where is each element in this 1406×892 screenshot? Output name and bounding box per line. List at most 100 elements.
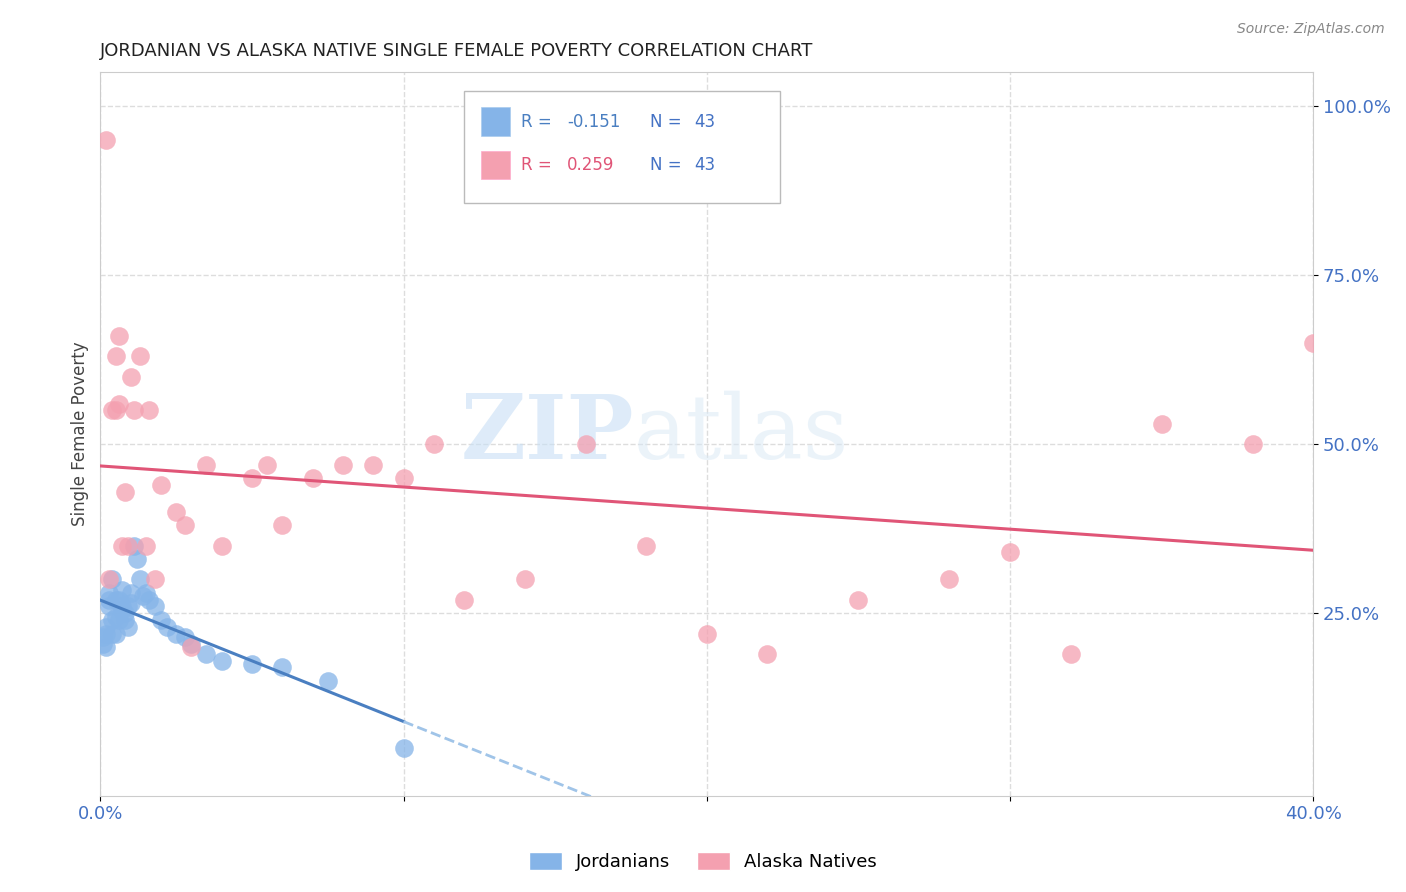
Point bbox=[96, 133, 118, 147]
Point bbox=[138, 403, 160, 417]
Point bbox=[180, 637, 202, 651]
Point bbox=[756, 647, 779, 661]
Point bbox=[117, 539, 139, 553]
Point bbox=[114, 613, 136, 627]
Point bbox=[938, 573, 960, 587]
Point bbox=[423, 437, 446, 451]
Point bbox=[150, 613, 173, 627]
Point bbox=[98, 599, 121, 614]
Point bbox=[107, 613, 129, 627]
Point bbox=[110, 539, 132, 553]
Point bbox=[98, 573, 121, 587]
Point bbox=[135, 539, 157, 553]
Text: N =: N = bbox=[650, 156, 686, 174]
Point bbox=[107, 592, 129, 607]
Point bbox=[110, 603, 132, 617]
Point bbox=[211, 654, 233, 668]
Point bbox=[392, 471, 415, 485]
Point bbox=[104, 592, 127, 607]
Point bbox=[104, 349, 127, 363]
Point bbox=[104, 403, 127, 417]
Point bbox=[96, 620, 118, 634]
Point bbox=[1241, 437, 1264, 451]
Point bbox=[1302, 335, 1324, 350]
Point bbox=[195, 458, 218, 472]
Point bbox=[332, 458, 354, 472]
Point bbox=[122, 539, 145, 553]
Point bbox=[104, 626, 127, 640]
Point bbox=[114, 484, 136, 499]
Point bbox=[316, 673, 339, 688]
Point bbox=[240, 657, 263, 671]
Text: ZIP: ZIP bbox=[461, 391, 634, 477]
Text: atlas: atlas bbox=[634, 391, 849, 478]
Point bbox=[256, 458, 278, 472]
Point bbox=[98, 586, 121, 600]
Point bbox=[101, 626, 124, 640]
Point bbox=[104, 609, 127, 624]
Point bbox=[696, 626, 718, 640]
Point bbox=[107, 329, 129, 343]
Point bbox=[120, 586, 142, 600]
Point bbox=[301, 471, 323, 485]
Point bbox=[211, 539, 233, 553]
Point bbox=[138, 592, 160, 607]
FancyBboxPatch shape bbox=[481, 107, 510, 136]
Point bbox=[98, 592, 121, 607]
Text: 0.259: 0.259 bbox=[568, 156, 614, 174]
Text: Source: ZipAtlas.com: Source: ZipAtlas.com bbox=[1237, 22, 1385, 37]
Point bbox=[636, 539, 658, 553]
Y-axis label: Single Female Poverty: Single Female Poverty bbox=[72, 342, 89, 526]
Point bbox=[143, 599, 166, 614]
Point bbox=[93, 630, 115, 644]
Point bbox=[101, 573, 124, 587]
Point bbox=[165, 505, 187, 519]
Point bbox=[143, 573, 166, 587]
Point bbox=[135, 586, 157, 600]
Point bbox=[195, 647, 218, 661]
Point bbox=[165, 626, 187, 640]
Text: R =: R = bbox=[522, 156, 557, 174]
Point bbox=[240, 471, 263, 485]
Point bbox=[101, 403, 124, 417]
Point bbox=[128, 573, 150, 587]
FancyBboxPatch shape bbox=[464, 90, 779, 202]
Point bbox=[117, 599, 139, 614]
Text: 43: 43 bbox=[695, 156, 716, 174]
Point bbox=[114, 606, 136, 620]
Point bbox=[156, 620, 179, 634]
Point bbox=[120, 596, 142, 610]
Point bbox=[101, 613, 124, 627]
Point bbox=[180, 640, 202, 654]
Point bbox=[125, 552, 148, 566]
Text: 43: 43 bbox=[695, 112, 716, 130]
Point bbox=[271, 660, 294, 674]
Point bbox=[150, 477, 173, 491]
Point bbox=[848, 592, 870, 607]
Point bbox=[120, 369, 142, 384]
Point bbox=[96, 640, 118, 654]
Point bbox=[132, 590, 155, 604]
FancyBboxPatch shape bbox=[481, 151, 510, 179]
Legend: Jordanians, Alaska Natives: Jordanians, Alaska Natives bbox=[522, 845, 884, 879]
Text: N =: N = bbox=[650, 112, 686, 130]
Point bbox=[271, 518, 294, 533]
Text: -0.151: -0.151 bbox=[568, 112, 620, 130]
Point bbox=[117, 620, 139, 634]
Point bbox=[174, 630, 197, 644]
Point bbox=[361, 458, 384, 472]
Point bbox=[128, 349, 150, 363]
Point bbox=[513, 573, 536, 587]
Point bbox=[392, 741, 415, 756]
Point bbox=[1060, 647, 1083, 661]
Point bbox=[110, 582, 132, 597]
Point bbox=[174, 518, 197, 533]
Point bbox=[107, 397, 129, 411]
Point bbox=[998, 545, 1021, 559]
Point bbox=[110, 599, 132, 614]
Point bbox=[93, 637, 115, 651]
Point bbox=[122, 403, 145, 417]
Text: JORDANIAN VS ALASKA NATIVE SINGLE FEMALE POVERTY CORRELATION CHART: JORDANIAN VS ALASKA NATIVE SINGLE FEMALE… bbox=[100, 42, 814, 60]
Point bbox=[453, 592, 475, 607]
Point bbox=[574, 437, 596, 451]
